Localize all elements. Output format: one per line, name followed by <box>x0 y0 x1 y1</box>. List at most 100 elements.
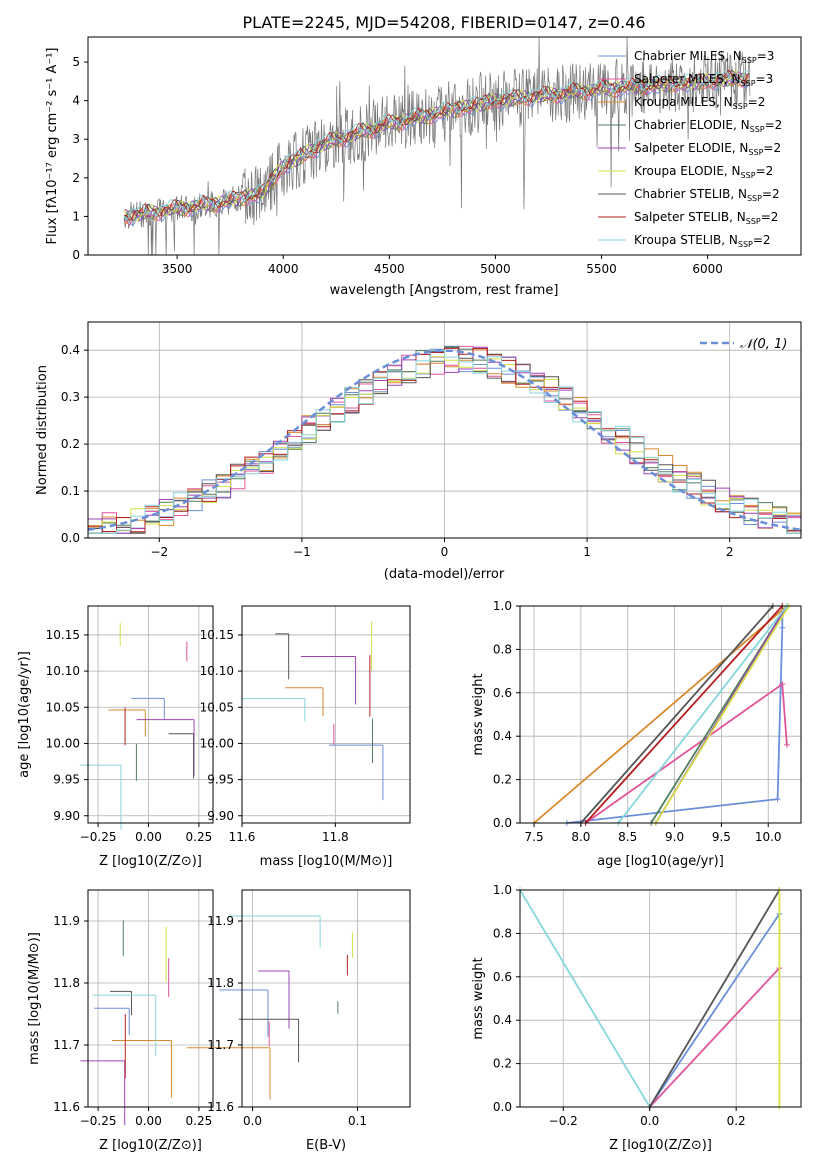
sub-panel: 0.0 0.1 11.6 11.7 11.8 11.9 E(B-V) <box>186 889 411 1153</box>
model-spectrum-line <box>123 69 750 221</box>
y-tick-label: 0.0 <box>61 531 80 545</box>
x-tick-label: 10.0 <box>755 830 782 844</box>
spectrum-panel: 3500 4000 4500 5000 5500 6000 0 1 2 3 4 5 Chabrier … <box>45 36 802 298</box>
panel-frame <box>87 605 214 824</box>
model-spectrum-line <box>123 71 750 221</box>
marker <box>779 624 786 631</box>
residual-ylabel: Normed distribution <box>35 365 50 495</box>
y-tick-label: 2 <box>72 171 80 185</box>
x-axis-label: Z [log10(Z/Z⊙)] <box>99 854 202 869</box>
y-tick-label: 10.05 <box>46 700 80 714</box>
y-tick-label: 11.8 <box>53 976 80 990</box>
x-axis-label: E(B-V) <box>306 1138 346 1153</box>
x-tick-label: 11.8 <box>322 830 349 844</box>
y-tick-label: 9.95 <box>207 773 234 787</box>
legend-label: Salpeter MILES, NSSP=3 <box>634 72 773 88</box>
x-tick-label: 4500 <box>374 262 405 276</box>
sub-panel: −0.25 0.00 0.25 9.90 9.95 10.00 10.05 10.10 10.1… <box>17 605 214 869</box>
x-tick-label: −2 <box>150 545 168 559</box>
x-tick-label: 7.5 <box>525 830 544 844</box>
x-tick-label: −0.25 <box>80 1114 117 1128</box>
x-tick-label: 3500 <box>162 262 193 276</box>
y-tick-label: 10.15 <box>200 628 234 642</box>
x-tick-label: −0.25 <box>80 830 117 844</box>
x-tick-label: 0.0 <box>640 1114 659 1128</box>
y-tick-label: 11.8 <box>207 976 234 990</box>
y-tick-label: 9.90 <box>207 809 234 823</box>
y-tick-label: 0.1 <box>61 484 80 498</box>
y-tick-label: 10.00 <box>200 736 234 750</box>
y-tick-label: 0 <box>72 248 80 262</box>
y-axis-label: age [log10(age/yr)] <box>17 651 32 778</box>
normal-legend-label: 𝒩(0, 1) <box>740 337 787 352</box>
x-tick-label: 1 <box>583 545 591 559</box>
x-tick-label: 8.5 <box>618 830 637 844</box>
y-tick-label: 10.10 <box>200 664 234 678</box>
x-tick-label: 5000 <box>480 262 511 276</box>
mass-weight-line <box>580 605 774 824</box>
x-tick-label: 0.00 <box>135 830 162 844</box>
y-tick-label: 10.10 <box>46 664 80 678</box>
residual-xlabel: (data-model)/error <box>384 567 505 582</box>
figure-title: PLATE=2245, MJD=54208, FIBERID=0147, z=0… <box>242 13 645 32</box>
y-tick-label: 0.4 <box>61 343 80 357</box>
legend-label: Chabrier MILES, NSSP=3 <box>634 49 774 65</box>
y-tick-label: 11.7 <box>53 1038 80 1052</box>
sub-panel: 7.5 8.0 8.5 9.0 9.5 10.0 0.0 0.2 0.4 0.6 0.8 1.0 age… <box>471 599 802 869</box>
mass-weight-line <box>649 967 781 1108</box>
y-tick-label: 9.95 <box>53 773 80 787</box>
y-tick-label: 9.90 <box>53 809 80 823</box>
x-tick-label: 9.0 <box>665 830 684 844</box>
mass-weight-line <box>617 605 788 824</box>
x-axis-label: Z [log10(Z/Z⊙)] <box>99 1138 202 1153</box>
y-axis-label: mass weight <box>471 673 486 755</box>
model-spectrum-line <box>123 69 750 221</box>
y-tick-label: 1.0 <box>493 883 512 897</box>
model-spectrum-line <box>123 70 750 220</box>
residual-histogram <box>88 356 801 527</box>
y-tick-label: 0.6 <box>493 970 512 984</box>
x-tick-label: 0.2 <box>727 1114 746 1128</box>
x-tick-label: −0.2 <box>549 1114 578 1128</box>
legend-label: Kroupa STELIB, NSSP=2 <box>634 233 771 249</box>
x-tick-label: 0 <box>441 545 449 559</box>
model-spectrum-line <box>123 74 750 225</box>
x-tick-label: 0.00 <box>135 1114 162 1128</box>
y-tick-label: 10.05 <box>200 700 234 714</box>
y-tick-label: 0.0 <box>493 816 512 830</box>
y-tick-label: 11.6 <box>53 1100 80 1114</box>
panel-frame <box>519 889 802 1108</box>
sub-panel: −0.25 0.00 0.25 11.6 11.7 11.8 11.9 Z [log10(Z/… <box>27 889 214 1153</box>
x-tick-label: 4000 <box>268 262 299 276</box>
y-axis-label: mass [log10(M/M⊙)] <box>27 932 42 1065</box>
y-tick-label: 11.9 <box>53 914 80 928</box>
residual-panel: −2 −1 0 1 2 0.0 0.1 0.2 0.3 0.4 𝒩(0, 1) (data-mod… <box>35 321 802 582</box>
marker <box>783 741 790 748</box>
x-tick-label: 0.0 <box>243 1114 262 1128</box>
legend-label: Chabrier ELODIE, NSSP=2 <box>634 118 782 134</box>
y-tick-label: 11.7 <box>207 1038 234 1052</box>
sub-panel: −0.2 0.0 0.2 0.0 0.2 0.4 0.6 0.8 1.0 Z [log10(Z/Z… <box>471 883 802 1153</box>
y-tick-label: 5 <box>72 55 80 69</box>
legend-label: Chabrier STELIB, NSSP=2 <box>634 187 780 203</box>
spectrum-ylabel: Flux [fλ10⁻¹⁷ erg cm⁻² s⁻¹ A⁻¹] <box>45 48 60 245</box>
legend-label: Kroupa MILES, NSSP=2 <box>634 95 765 111</box>
x-tick-label: 8.0 <box>571 830 590 844</box>
x-tick-label: 0.25 <box>186 1114 213 1128</box>
spectrum-legend: Chabrier MILES, NSSP=3 Salpeter MILES, NS… <box>598 49 782 249</box>
x-axis-label: mass [log10(M/M⊙)] <box>260 854 393 869</box>
x-tick-label: 5500 <box>586 262 617 276</box>
x-tick-label: 11.6 <box>229 830 256 844</box>
y-tick-label: 0.2 <box>493 773 512 787</box>
sub-panel: 11.6 11.8 9.90 9.95 10.00 10.05 10.10 10.15 mass… <box>200 605 411 869</box>
legend-label: Salpeter ELODIE, NSSP=2 <box>634 141 781 157</box>
panel-frame <box>241 889 411 1108</box>
x-axis-label: age [log10(age/yr)] <box>597 854 724 869</box>
y-tick-label: 0.4 <box>493 1013 512 1027</box>
panel-frame <box>519 605 802 824</box>
mass-weight-line <box>655 605 790 824</box>
x-axis-label: Z [log10(Z/Z⊙)] <box>609 1138 712 1153</box>
y-axis-label: mass weight <box>471 957 486 1039</box>
mass-weight-line <box>519 889 651 1108</box>
y-tick-label: 0.4 <box>493 729 512 743</box>
